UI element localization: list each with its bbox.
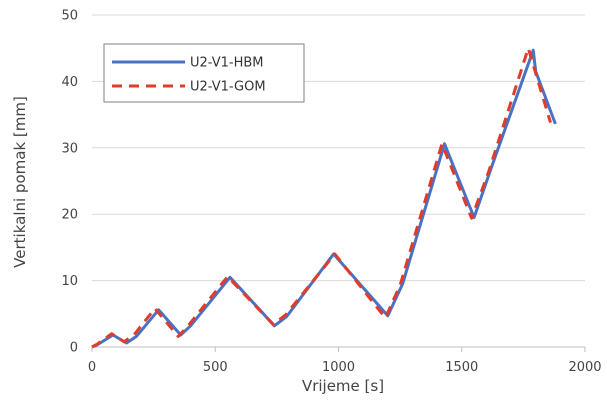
y-tick-label-20: 20 [61,208,78,223]
x-tick-label-1500: 1500 [445,360,478,375]
x-tick-label-2000: 2000 [568,360,601,375]
y-tick-label-0: 0 [70,341,78,356]
x-tick-label-1000: 1000 [322,360,355,375]
x-tick-label-500: 500 [203,360,228,375]
legend-label-gom: U2-V1-GOM [190,80,266,95]
y-axis-label: Vertikalni pomak [mm] [11,96,29,268]
x-axis-label: Vrijeme [s] [302,377,384,395]
plot-area [91,46,557,349]
axes [91,346,586,352]
y-tick-label-10: 10 [61,274,78,289]
series-line-gom [91,46,552,349]
legend-box [103,43,305,103]
y-tick-label-50: 50 [61,9,78,24]
y-tick-label-40: 40 [61,75,78,90]
y-tick-label-30: 30 [61,141,78,156]
x-tick-label-0: 0 [88,360,96,375]
legend-label-hbm: U2-V1-HBM [190,56,263,71]
legend: U2-V1-HBM U2-V1-GOM [103,43,305,103]
